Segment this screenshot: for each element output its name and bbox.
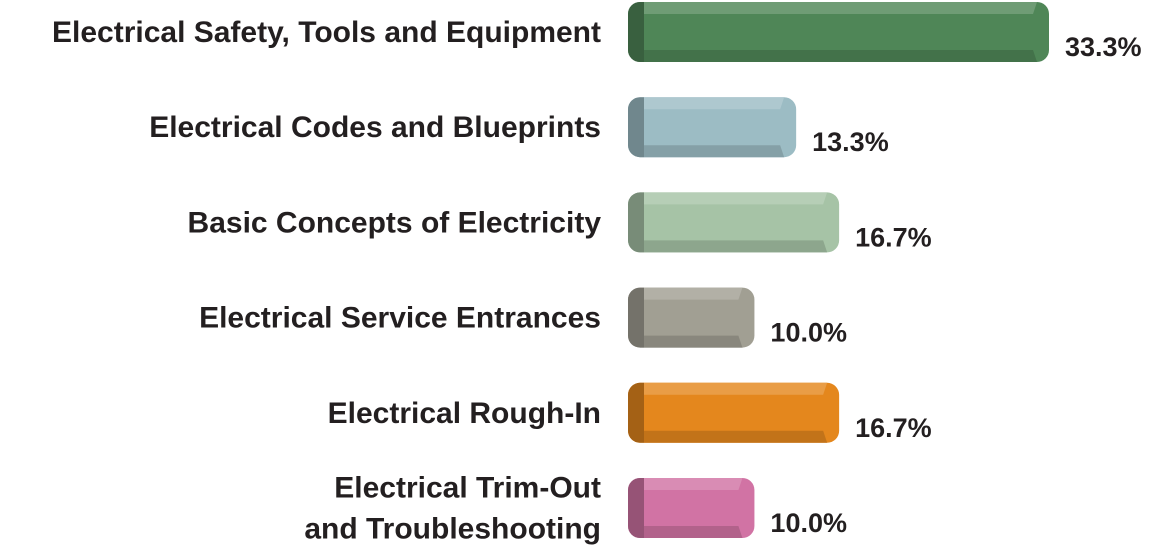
bar-end-cap bbox=[628, 478, 644, 538]
bar-bottom-bevel bbox=[644, 430, 828, 443]
category-label: Electrical Trim-Out bbox=[334, 472, 601, 505]
bar-body bbox=[628, 287, 755, 348]
category-label: Basic Concepts of Electricity bbox=[188, 206, 602, 239]
bar-end-cap bbox=[628, 192, 644, 253]
bar-top-bevel bbox=[644, 382, 828, 395]
bar-top-bevel bbox=[644, 287, 743, 300]
bar-bottom-bevel bbox=[644, 526, 743, 538]
value-label: 16.7% bbox=[855, 222, 932, 252]
bar-2 bbox=[628, 97, 797, 158]
bar-bottom-bevel bbox=[644, 50, 1037, 62]
bar-end-cap bbox=[628, 97, 644, 158]
bar-body bbox=[628, 2, 1049, 62]
bar-body bbox=[628, 97, 797, 158]
value-label: 16.7% bbox=[855, 413, 932, 443]
category-label: Electrical Safety, Tools and Equipment bbox=[52, 16, 601, 49]
category-label: Electrical Codes and Blueprints bbox=[149, 111, 601, 144]
category-label: Electrical Rough-In bbox=[328, 397, 601, 430]
bar-body bbox=[628, 382, 840, 443]
value-label: 10.0% bbox=[770, 318, 847, 348]
bar-end-cap bbox=[628, 287, 644, 348]
bars-layer bbox=[628, 2, 1049, 538]
value-label: 13.3% bbox=[812, 127, 889, 157]
bar-bottom-bevel bbox=[644, 145, 785, 158]
bar-top-bevel bbox=[644, 97, 785, 110]
bar-3 bbox=[628, 192, 840, 253]
category-label: and Troubleshooting bbox=[304, 513, 601, 546]
bar-5 bbox=[628, 382, 840, 443]
bar-top-bevel bbox=[644, 192, 828, 205]
bar-6 bbox=[628, 478, 755, 538]
bar-1 bbox=[628, 2, 1049, 62]
bar-bottom-bevel bbox=[644, 240, 828, 253]
bar-end-cap bbox=[628, 2, 644, 62]
bar-top-bevel bbox=[644, 2, 1037, 14]
bar-body bbox=[628, 478, 755, 538]
bar-4 bbox=[628, 287, 755, 348]
bar-end-cap bbox=[628, 382, 644, 443]
value-label: 33.3% bbox=[1065, 32, 1142, 62]
value-label: 10.0% bbox=[770, 508, 847, 538]
labels-layer: 33.3% Electrical Safety, Tools and Equipm… bbox=[52, 16, 1142, 546]
bar-top-bevel bbox=[644, 478, 743, 490]
bar-bottom-bevel bbox=[644, 335, 743, 348]
bar-body bbox=[628, 192, 840, 253]
category-label: Electrical Service Entrances bbox=[199, 302, 601, 335]
